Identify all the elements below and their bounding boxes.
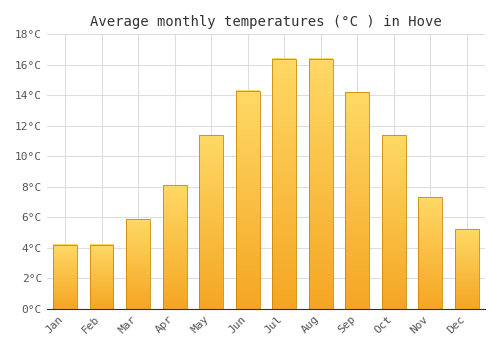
Title: Average monthly temperatures (°C ) in Hove: Average monthly temperatures (°C ) in Ho…	[90, 15, 442, 29]
Bar	[236, 91, 260, 309]
Bar	[272, 59, 296, 309]
Bar	[382, 135, 406, 309]
Bar	[54, 245, 77, 309]
Bar	[309, 59, 332, 309]
Bar	[346, 92, 369, 309]
Bar	[126, 219, 150, 309]
Bar	[90, 245, 114, 309]
Bar	[418, 197, 442, 309]
Bar	[200, 135, 223, 309]
Bar	[163, 185, 186, 309]
Bar	[455, 230, 478, 309]
